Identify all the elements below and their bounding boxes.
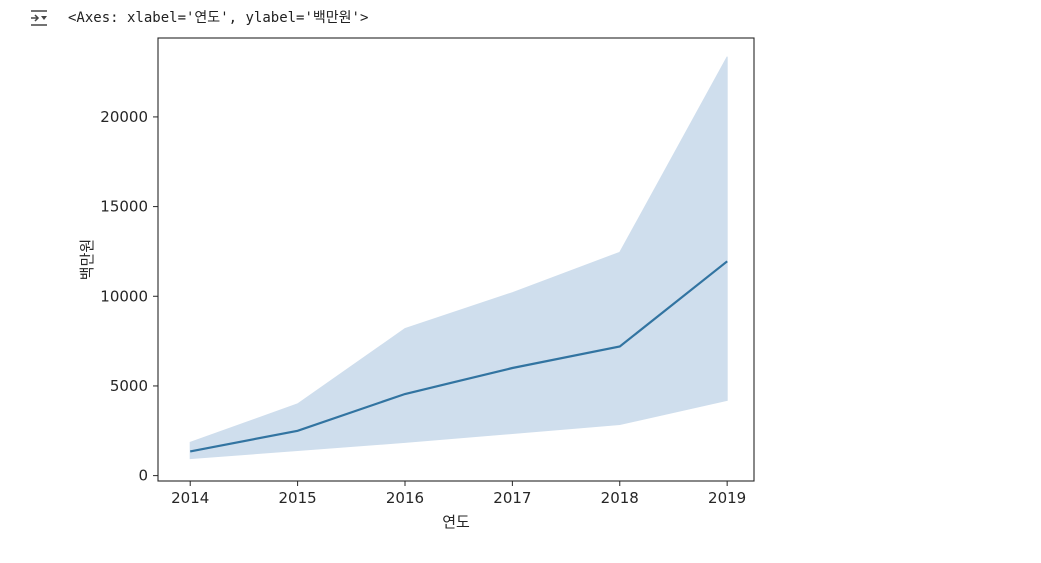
y-axis-label: 백만원 — [78, 239, 96, 280]
axes-repr-text: <Axes: xlabel='연도', ylabel='백만원'> — [68, 10, 369, 26]
output-toggle-icon[interactable] — [28, 8, 50, 28]
x-tick-label-2014: 2014 — [171, 489, 209, 507]
confidence-band-layer — [189, 56, 728, 460]
y-tick-label-20000: 20000 — [100, 108, 148, 126]
plot-frame — [157, 37, 755, 482]
confidence-band-0 — [189, 56, 728, 460]
x-tick-label-2015: 2015 — [279, 489, 317, 507]
y-tick-label-0: 0 — [138, 467, 148, 485]
y-tick-label-5000: 5000 — [110, 377, 148, 395]
series-line-0 — [189, 260, 728, 453]
y-tick-label-15000: 15000 — [100, 198, 148, 216]
x-tick-label-2016: 2016 — [386, 489, 424, 507]
x-tick-label-2019: 2019 — [708, 489, 746, 507]
y-tick-label-10000: 10000 — [100, 287, 148, 305]
line-layer — [189, 260, 728, 453]
x-tick-label-2017: 2017 — [493, 489, 531, 507]
x-axis-label: 연도 — [442, 513, 470, 531]
y-ticks: 0 5000 10000 15000 20000 — [100, 108, 158, 485]
x-ticks: 2014 2015 2016 2017 2018 2019 — [171, 481, 746, 507]
x-tick-label-2018: 2018 — [601, 489, 639, 507]
